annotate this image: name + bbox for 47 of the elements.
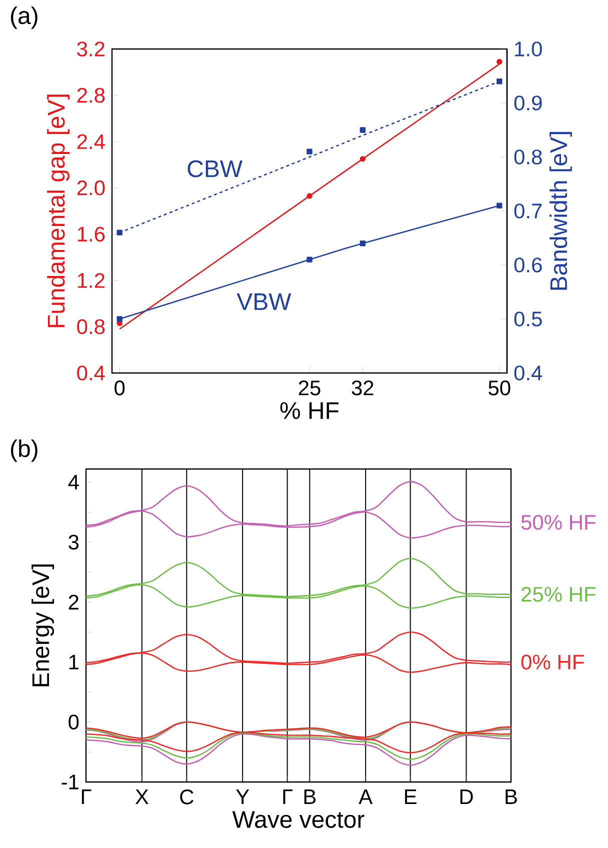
x-tick-label: 50	[488, 380, 510, 396]
text: (b)	[11, 440, 38, 462]
y-tick-label: 0.8	[77, 319, 105, 334]
x-tick-label: Y	[236, 790, 250, 804]
x-tick-label: C	[180, 790, 194, 804]
x-tick-label: 0	[114, 380, 125, 396]
y2-tick-label: 0.7	[514, 204, 542, 218]
x-tick-label: E	[405, 790, 416, 804]
series-label: VBW	[236, 293, 292, 310]
y-tick-label: 1	[69, 654, 78, 670]
y2-tick-label: 0.4	[514, 366, 542, 380]
text: (a)	[11, 6, 38, 29]
series-label: CBW	[188, 160, 242, 178]
x-tick-label: Γ	[283, 790, 293, 804]
y-tick-label: 2.0	[77, 180, 105, 196]
y-tick-label: 0.4	[77, 366, 105, 380]
y2-tick-label: 0.6	[514, 258, 542, 272]
y-tick-label: 0	[68, 714, 79, 730]
y-tick-label: 2.4	[77, 134, 105, 149]
y2-axis-title: Bandwidth [eV]	[550, 132, 572, 290]
y-tick-label: 1.6	[78, 226, 105, 242]
x-tick-label: 32	[352, 380, 374, 396]
y-tick-label: 3	[68, 534, 79, 550]
x-axis-title: Wave vector	[232, 811, 364, 828]
y-tick-label: 3.2	[77, 42, 104, 56]
x-tick-label: D	[460, 790, 473, 804]
y2-tick-label: 0.5	[514, 312, 542, 326]
x-tick-label: X	[135, 790, 148, 804]
series-label: 0% HF	[521, 654, 584, 670]
y2-tick-label: 0.8	[514, 150, 542, 164]
y-tick-label: 2.8	[77, 88, 105, 103]
y2-tick-label: 0.9	[514, 96, 542, 110]
x-axis-title: % HF	[280, 402, 339, 420]
y-tick-label: 2	[68, 594, 78, 610]
x-tick-label: A	[358, 790, 373, 804]
x-tick-label: Γ	[82, 790, 92, 804]
y-axis-title: Energy [eV]	[32, 564, 54, 686]
x-tick-label: B	[506, 790, 517, 804]
y-tick-label: 1.2	[78, 273, 104, 288]
x-tick-label: B	[304, 790, 316, 804]
series-label: 25% HF	[522, 586, 596, 602]
x-tick-label: 25	[298, 380, 320, 396]
series-label: 50% HF	[521, 514, 596, 530]
y-axis-title: Fundamental gap [eV]	[47, 94, 70, 328]
y2-tick-label: 1.0	[515, 42, 542, 56]
y-tick-label: -1	[62, 774, 78, 790]
y-tick-label: 4	[68, 474, 79, 490]
